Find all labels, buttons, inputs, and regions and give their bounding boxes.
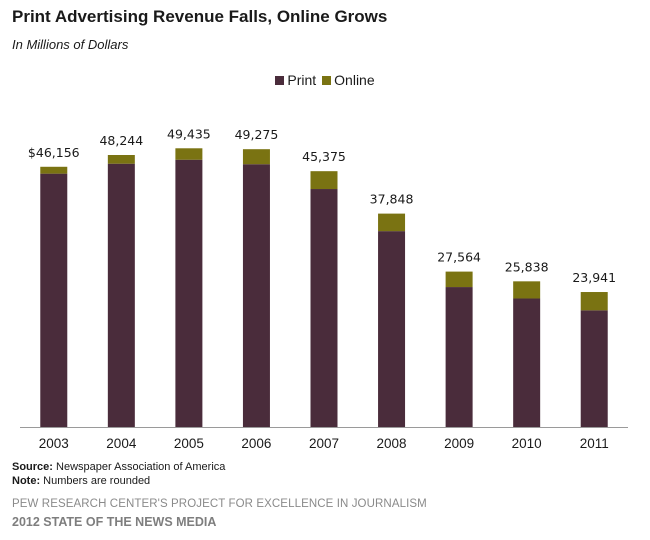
rounding-note: Note: Numbers are rounded [12, 475, 150, 487]
note-text: Numbers are rounded [43, 475, 151, 487]
bar-online-2005 [175, 148, 203, 160]
data-label-2006: 49,275 [235, 127, 279, 142]
chart-title: Print Advertising Revenue Falls, Online … [12, 7, 388, 26]
legend-swatch-online [322, 75, 332, 85]
x-tick-label-2007: 2007 [309, 436, 339, 451]
x-tick-label-2011: 2011 [580, 436, 609, 451]
bar-print-2004 [107, 163, 135, 427]
legend-swatch-print [275, 75, 285, 85]
bar-print-2011 [580, 310, 608, 427]
legend-item-online: Online [322, 72, 375, 88]
data-label-2007: 45,375 [302, 149, 346, 164]
bar-online-2010 [513, 281, 541, 299]
legend-label-print: Print [287, 72, 317, 88]
chart-subtitle: In Millions of Dollars [12, 37, 129, 52]
bar-print-2007 [310, 189, 338, 427]
x-tick-label-2010: 2010 [512, 436, 542, 451]
bar-print-2010 [513, 298, 541, 427]
x-tick-label-2006: 2006 [241, 436, 271, 451]
bar-online-2003 [40, 166, 68, 174]
data-label-2008: 37,848 [370, 192, 414, 207]
credit-report: 2012 STATE OF THE NEWS MEDIA [12, 515, 217, 529]
bar-print-2008 [378, 231, 406, 427]
bar-online-2006 [242, 149, 270, 165]
source-note: Source: Newspaper Association of America [12, 461, 225, 473]
x-tick-label-2003: 2003 [39, 436, 69, 451]
legend-item-print: Print [275, 72, 316, 88]
credit-organization: PEW RESEARCH CENTER'S PROJECT FOR EXCELL… [12, 498, 427, 510]
data-label-2004: 48,244 [99, 133, 143, 148]
bar-print-2009 [445, 287, 473, 427]
x-tick-label-2005: 2005 [174, 436, 204, 451]
x-tick-label-2009: 2009 [444, 436, 474, 451]
bar-online-2009 [445, 271, 473, 288]
data-label-2005: 49,435 [167, 126, 211, 141]
source-label: Source: [12, 461, 53, 473]
bar-print-2005 [175, 159, 203, 427]
data-label-2009: 27,564 [437, 250, 481, 265]
data-label-2010: 25,838 [505, 259, 549, 274]
data-label-2003: $46,156 [28, 145, 80, 160]
x-tick-label-2008: 2008 [377, 436, 407, 451]
chart-legend: Print Online [0, 72, 650, 88]
bar-chart: $46,156 2003 48,244 2004 49,435 2005 49,275 200… [20, 126, 628, 451]
bar-online-2011 [580, 292, 608, 311]
data-label-2011: 23,941 [572, 270, 616, 285]
bar-online-2004 [107, 155, 135, 164]
x-tick-label-2004: 2004 [106, 436, 137, 451]
bar-print-2006 [242, 164, 270, 428]
source-text: Newspaper Association of America [56, 461, 226, 473]
note-label: Note: [12, 475, 41, 487]
legend-label-online: Online [334, 72, 375, 88]
bar-print-2003 [40, 173, 68, 427]
bar-online-2007 [310, 171, 338, 190]
bar-online-2008 [378, 213, 406, 232]
